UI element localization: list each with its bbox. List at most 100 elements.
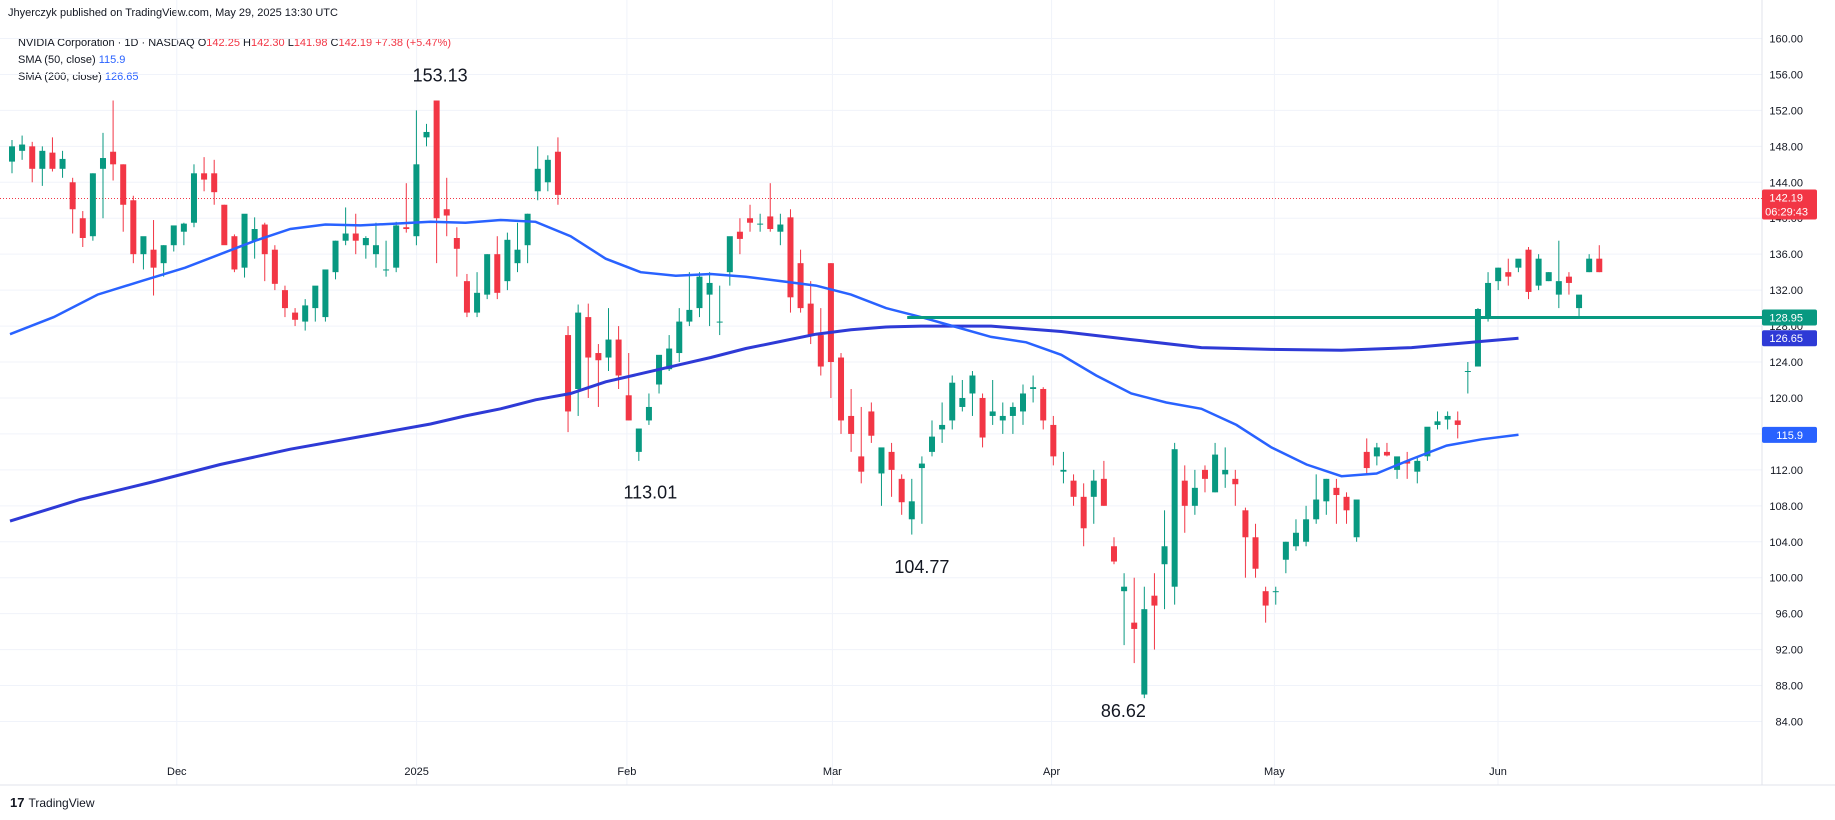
candle-body [110,151,117,165]
candle-body [433,100,440,219]
candle-body [858,456,865,472]
candle-body [807,303,814,336]
candle-body [302,305,309,322]
time-axis[interactable]: Dec 2025 Feb Mar Apr May Jun [167,766,1507,778]
candle-body [1535,258,1542,286]
candle-body [1555,281,1562,295]
candle-body [19,144,26,151]
candle-body [221,204,228,246]
candle-body [474,292,481,313]
time-tick-label: Dec [167,766,187,778]
candle-body [696,276,703,309]
candle-body [1323,478,1330,502]
price-label-box [1762,330,1817,347]
candle-body [1201,469,1208,479]
candle-body [1373,447,1380,457]
price-axis[interactable]: 160.00156.00152.00148.00144.00140.00136.… [1769,34,1803,729]
candle-body [686,309,693,322]
candle-body [1464,371,1471,373]
price-tick-label: 124.00 [1769,357,1803,369]
candle-body [1394,456,1401,470]
candle-body [1222,469,1229,475]
candle-body [1080,496,1087,529]
high-value: 142.30 [250,37,285,49]
time-tick-label: Apr [1043,766,1060,778]
candle-body [1232,478,1239,485]
candle-body [777,224,784,232]
candle-body [1151,595,1158,606]
tradingview-logo-text: TradingView [28,795,95,810]
candle-body [170,225,177,246]
price-label-text: 128.95 [1769,313,1803,325]
price-label-text: 126.65 [1769,333,1803,345]
candle-body [595,353,602,361]
price-tick-label: 152.00 [1769,105,1803,117]
candle-body [1110,546,1117,562]
candle-body [959,397,966,407]
candle-body [888,451,895,470]
close-label: C [330,37,339,49]
candle-body [554,151,561,195]
candle-body [1454,420,1461,425]
candle-body [1363,451,1370,469]
candle-body [1040,388,1047,421]
candle-body [949,382,956,421]
time-tick-label: 2025 [404,766,428,778]
price-tick-label: 148.00 [1769,141,1803,153]
candle-body [1424,426,1431,457]
candle-body [838,357,845,421]
candle-body [1272,591,1279,593]
candle-body [484,254,491,295]
candle-body [39,150,46,169]
candle-body [787,217,794,298]
candle-body [706,282,713,295]
candle-body [352,233,359,241]
candle-body [271,249,278,284]
price-label-text: 115.9 [1776,430,1803,442]
tradingview-logo[interactable]: 17 TradingView [10,795,95,810]
candle-body [69,182,76,210]
candle-body [1434,421,1441,425]
candle-body [342,233,349,241]
time-tick-label: Mar [823,766,842,778]
candle-body [524,213,531,246]
moving-averages [9,218,1519,523]
candle-body [1343,496,1350,511]
candle-body [1586,258,1593,273]
candle-body [1212,454,1219,493]
candle-body [1121,586,1128,592]
candle-body [372,245,379,255]
legend-sma50-row[interactable]: SMA (50, close) 115.9 [18,52,451,69]
candle-body [453,238,460,249]
price-tick-label: 108.00 [1769,501,1803,513]
candle-body [848,415,855,434]
candles [9,100,1603,699]
candle-body [1070,480,1077,497]
candle-body [180,223,187,232]
candle-body [190,173,197,223]
candle-body [1131,622,1138,629]
high-label: H [243,37,251,49]
candle-body [585,317,592,358]
candle-body [261,224,268,255]
candle-body [908,501,915,520]
candle-body [413,164,420,237]
candle-body [575,312,582,389]
price-tick-label: 132.00 [1769,285,1803,297]
candle-body [565,335,572,412]
candle-body [1161,546,1168,565]
candle-body [1030,387,1037,389]
symbol-title[interactable]: NVIDIA Corporation · 1D · NASDAQ [18,37,195,49]
candle-body [1242,510,1249,538]
candle-body [1383,451,1390,456]
candle-body [1060,469,1067,472]
candle-body [1303,519,1310,542]
candle-body [979,397,986,438]
candle-body [767,216,774,230]
candle-body [292,312,299,320]
time-tick-label: May [1264,766,1285,778]
candle-body [1495,267,1502,282]
price-tick-label: 144.00 [1769,177,1803,189]
candle-body [645,406,652,421]
